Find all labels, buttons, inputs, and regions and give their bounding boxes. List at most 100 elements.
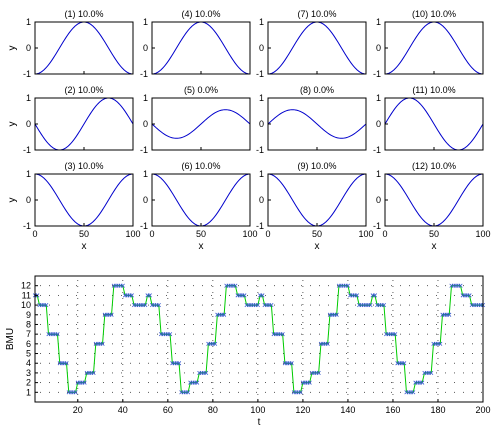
grid-dot xyxy=(392,370,394,371)
grid-dot xyxy=(184,343,185,345)
grid-dot xyxy=(157,343,158,345)
grid-dot xyxy=(364,343,365,345)
grid-dot xyxy=(274,324,275,325)
grid-dot xyxy=(392,382,394,383)
grid-dot xyxy=(391,362,392,364)
grid-dot xyxy=(130,353,131,354)
grid-dot xyxy=(347,340,349,341)
grid-dot xyxy=(167,394,169,395)
grid-dot xyxy=(220,343,221,345)
grid-dot xyxy=(436,285,437,287)
grid-dot xyxy=(257,286,259,287)
grid-dot xyxy=(373,343,374,345)
grid-dot xyxy=(103,294,104,296)
grid-dot xyxy=(418,391,419,393)
grid-dot xyxy=(391,294,392,296)
grid-dot xyxy=(184,294,185,296)
y-tick-label: -1 xyxy=(23,221,31,231)
grid-dot xyxy=(166,285,167,287)
grid-dot xyxy=(175,343,176,345)
grid-dot xyxy=(193,372,194,374)
grid-dot xyxy=(292,353,293,354)
grid-dot xyxy=(418,372,419,374)
x-tick-label: 50 xyxy=(196,229,206,239)
grid-dot xyxy=(283,314,284,316)
grid-dot xyxy=(382,343,383,345)
grid-dot xyxy=(392,286,394,287)
grid-dot xyxy=(347,346,349,347)
grid-dot xyxy=(319,294,320,296)
grid-dot xyxy=(400,382,401,384)
grid-dot xyxy=(212,286,214,287)
grid-dot xyxy=(49,314,50,316)
grid-dot xyxy=(328,314,329,316)
y-tick-label: 3 xyxy=(26,368,31,378)
bmu-point xyxy=(233,283,238,288)
grid-dot xyxy=(437,316,439,317)
grid-dot xyxy=(212,292,214,293)
grid-dot xyxy=(346,314,347,316)
grid-dot xyxy=(256,294,257,296)
grid-dot xyxy=(347,292,349,293)
grid-dot xyxy=(121,333,122,335)
grid-dot xyxy=(481,391,482,393)
grid-dot xyxy=(481,333,482,335)
grid-dot xyxy=(103,343,104,345)
grid-dot xyxy=(166,362,167,364)
grid-dot xyxy=(76,294,77,296)
grid-dot xyxy=(274,362,275,364)
grid-dot xyxy=(373,314,374,316)
grid-dot xyxy=(392,310,394,311)
y-tick-label: 6 xyxy=(26,339,31,349)
grid-dot xyxy=(167,310,169,311)
grid-dot xyxy=(302,334,304,335)
grid-dot xyxy=(175,324,176,325)
grid-dot xyxy=(437,358,439,359)
grid-dot xyxy=(148,382,149,384)
grid-dot xyxy=(257,280,259,281)
grid-dot xyxy=(247,353,248,354)
grid-dot xyxy=(427,304,428,306)
bmu-point xyxy=(100,341,105,346)
panel-title: (10) 10.0% xyxy=(412,9,456,19)
grid-dot xyxy=(212,340,214,341)
y-tick-label: -1 xyxy=(256,221,264,231)
grid-dot xyxy=(437,346,439,347)
grid-dot xyxy=(328,391,329,393)
grid-dot xyxy=(58,333,59,335)
grid-dot xyxy=(40,285,41,287)
grid-dot xyxy=(49,304,50,306)
grid-dot xyxy=(166,391,167,393)
grid-dot xyxy=(472,285,473,287)
grid-dot xyxy=(319,285,320,287)
grid-dot xyxy=(103,372,104,374)
grid-dot xyxy=(202,324,203,325)
y-tick-label: 0 xyxy=(376,119,381,129)
grid-dot xyxy=(122,316,124,317)
grid-dot xyxy=(67,353,68,354)
grid-dot xyxy=(211,333,212,335)
grid-dot xyxy=(392,388,394,389)
x-tick-label: 100 xyxy=(250,405,265,415)
y-tick-label: 1 xyxy=(26,169,31,179)
grid-dot xyxy=(274,285,275,287)
grid-dot xyxy=(76,353,77,354)
grid-dot xyxy=(211,372,212,374)
panel-frame xyxy=(151,173,251,227)
grid-dot xyxy=(346,324,347,325)
grid-dot xyxy=(445,285,446,287)
grid-dot xyxy=(355,362,356,364)
x-axis-label: x xyxy=(199,241,204,252)
grid-dot xyxy=(382,362,383,364)
grid-dot xyxy=(85,324,86,325)
grid-dot xyxy=(212,370,214,371)
panel-curve xyxy=(34,97,134,151)
grid-dot xyxy=(166,304,167,306)
grid-dot xyxy=(202,294,203,296)
y-tick-label: 0 xyxy=(376,195,381,205)
grid-dot xyxy=(463,391,464,393)
grid-dot xyxy=(49,324,50,325)
grid-dot xyxy=(319,343,320,345)
grid-dot xyxy=(256,333,257,335)
